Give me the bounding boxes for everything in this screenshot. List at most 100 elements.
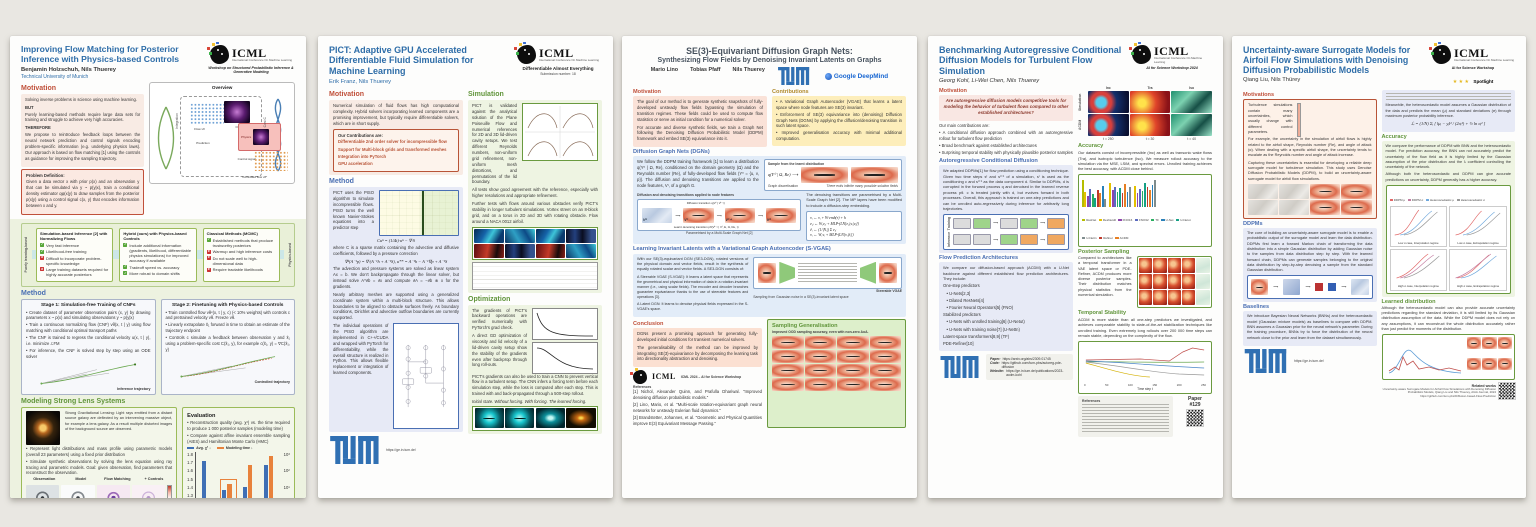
icml-logo: ICML International Conference On Machine … <box>206 41 295 80</box>
references-text-lines <box>1082 403 1169 434</box>
cdf-figure: DDPM μ DDPM σ Heteroscedastic μ Heterosceda… <box>1385 185 1511 294</box>
poster2-footer: https://ge.in.tum.de/ <box>329 436 463 465</box>
steerable-vgae-figure <box>753 256 902 289</box>
qr-code <box>1186 409 1204 428</box>
poster-card-flow-matching[interactable]: Improving Flow Matching for Posterior In… <box>10 36 306 498</box>
ddpm-chain-figure: ⟶ ⟶ ⟶ <box>1247 275 1373 300</box>
heteroscedastic-formula-panel: Meanwhile, the heteroscedastic model ass… <box>1381 90 1515 132</box>
tum-url: https://ge.in.tum.de/ <box>386 448 416 453</box>
observation-image <box>224 100 250 123</box>
obstacle-flow-images <box>472 226 598 260</box>
baselines-section: We introduce Bayesian Neural Networks (B… <box>1243 311 1377 347</box>
code-link: Code: https://github.com/tum-pbs/autoreg-… <box>990 361 1062 370</box>
forcing-result-images <box>472 405 598 431</box>
icml-head-icon <box>513 41 536 64</box>
poster-card-acdm[interactable]: Benchmarking Autoregressive Conditional … <box>928 36 1223 498</box>
architectures-section: We compare our diffusion-based approach … <box>939 262 1073 352</box>
controlled-flow-network-icon <box>254 150 289 171</box>
acdm-section: We adapted DDPMs[1] for flow prediction … <box>939 165 1073 254</box>
stability-line-chart: 0 50 100 150 200 250 Time step t <box>1078 340 1212 394</box>
icml-wordmark: ICML <box>231 45 267 60</box>
encoder-icon <box>779 261 796 284</box>
comparison-panel: Purely learning-based Simulation-based I… <box>21 222 295 288</box>
motivations-box: Turbulence simulations contain many unce… <box>1243 99 1377 219</box>
workshop-name: Workshop on Structured Probabilistic Inf… <box>208 66 294 75</box>
convergence-plot-1 <box>532 307 598 340</box>
poster-authors: Benjamin Holzschuh, Nils Thuerey <box>21 66 117 73</box>
optimization-panel: The gradients of PICT's backward operati… <box>468 304 602 434</box>
evaluation-section: Evaluation Reconstruction quality (avg. … <box>182 407 295 498</box>
decoder-icon <box>860 261 876 284</box>
tum-url: https://ge.in.tum.de/ <box>1294 359 1324 364</box>
physics-box: Physics <box>237 122 282 151</box>
icml-head-icon <box>1129 41 1151 64</box>
evaluation-bar-chart: 1.81.71.61.51.41.31.2 Flow Matching+ Con… <box>187 452 290 498</box>
posterior-samples-figure <box>1136 255 1212 308</box>
poster-affiliation: Technical University of Munich <box>21 73 89 80</box>
deepmind-circle-icon <box>824 72 832 80</box>
mp-formulas-box: vᵢ ← vᵢ + W·emb(r) + h eᵢⱼ ← Wₑeᵢⱼ + MLPᵉ… <box>806 211 902 242</box>
validation-plots-figure <box>522 103 598 162</box>
page-title: PICT: Adaptive GPU Accelerated Different… <box>329 45 474 76</box>
icml-logo: ICML International Conference On Machine … <box>513 41 602 85</box>
poster-card-ddpm-airfoil[interactable]: Uncertainty-aware Surrogate Models for A… <box>1232 36 1526 498</box>
section-heading-motivation: Motivation <box>329 91 364 99</box>
workshop-name: Differentiable Almost Everything <box>522 66 594 71</box>
vgae-section: With our SE(3)-equivariant DGN (SE3-DGN)… <box>633 253 906 317</box>
cdf-subplot-3: High α case, Interpolation regime <box>1389 249 1448 291</box>
simulation-panel: PICT is validated against the analytical… <box>468 100 602 293</box>
poster-card-pict[interactable]: PICT: Adaptive GPU Accelerated Different… <box>318 36 613 498</box>
poster-authors: Qiang Liu, Nils Thürey <box>1243 77 1301 84</box>
paper-badge: Paper #129 <box>1178 396 1212 437</box>
sample-field-1 <box>801 167 849 184</box>
icml-logo: ICML International Conference On Machine … <box>1428 41 1515 88</box>
sample-field-2 <box>851 167 899 184</box>
section-heading-optimization: Optimization <box>468 295 511 303</box>
poster4-right-column: Inc Tra Iso Simulation ACDM t = 250 t = … <box>1078 86 1212 437</box>
cdf-subplot-2: Low α case, Extrapolation regime <box>1449 206 1507 248</box>
cdf-subplot-4: High α case, Extrapolation regime <box>1449 249 1507 291</box>
conclusion-section: Conclusion DGNs present a promising appr… <box>630 319 762 428</box>
poster3-header: SE(3)-Equivariant Diffusion Graph Nets: … <box>633 46 906 85</box>
convergence-plot-2 <box>532 341 598 374</box>
uncertainty-contour-figure <box>1297 103 1302 138</box>
overview-figure: Overview Flow vθ Observation y Predictio… <box>149 81 295 215</box>
ood-sample-grid <box>772 335 901 391</box>
related-works: Related works Uncertainty-aware Surrogat… <box>1382 382 1516 401</box>
results-table <box>472 261 598 290</box>
poster-card-se3-dgn[interactable]: SE(3)-Equivariant Diffusion Graph Nets: … <box>622 36 917 498</box>
compare-box-hybrid: Hybrid (ours) with Physics-based Control… <box>119 227 197 283</box>
dataset-preview-grid: Inc Tra Iso Simulation ACDM t = 250 t = … <box>1078 86 1212 141</box>
poster4-header: Benchmarking Autoregressive Conditional … <box>939 41 1212 84</box>
tum-logo <box>330 436 379 465</box>
motivation-section: Motivation The goal of our method is to … <box>633 87 767 148</box>
icml-logo: ICML International Conference On Machine … <box>1129 41 1212 84</box>
spotlight-stars-icon: ★ ★ ★ <box>1452 79 1469 86</box>
poster4-left-column: Motivation Are autoregressive diffusion … <box>939 86 1073 437</box>
learned-distribution-figure <box>1381 334 1515 381</box>
cdf-subplot-1: Low α case, Interpolation regime <box>1389 206 1448 248</box>
acdm-diagram: Training ⟶ ⟶ Inference ⟶ ⟶ <box>943 213 1069 251</box>
airfoil-uncertainty-grid <box>1248 183 1372 215</box>
lens-galaxy-image <box>26 411 60 445</box>
icml-head-icon <box>630 368 647 385</box>
stage1-box: Stage 1: Simulation-free Training of CNF… <box>21 299 156 395</box>
contributions-box: Our Contributions are: Differentiable 2n… <box>333 128 459 173</box>
poster-authors: Erik Franz, Nils Thuerey <box>329 79 392 86</box>
problem-definition-box: Problem Definition: Given a data vector … <box>21 168 145 215</box>
lens-model-tile <box>61 484 95 498</box>
google-deepmind-logo: Google DeepMind <box>824 72 888 80</box>
poster1-header: Improving Flow Matching for Posterior In… <box>21 41 295 80</box>
website-link: Website: https://ge.in.tum.de/publication… <box>990 369 1064 378</box>
tum-logo <box>777 67 810 85</box>
method-panel: PICT uses the PISO algorithm to simulate… <box>329 187 463 433</box>
page-title: Benchmarking Autoregressive Conditional … <box>939 45 1122 76</box>
flow-network-icon <box>190 102 225 125</box>
section-heading-motivation: Motivation <box>21 84 56 92</box>
section-heading-dgn: Diffusion Graph Nets (DGNs) <box>633 149 710 156</box>
lens-flow-matching-tile <box>96 484 130 498</box>
section-heading-lens: Modeling Strong Lens Systems <box>21 398 126 405</box>
page-title: SE(3)-Equivariant Diffusion Graph Nets: <box>686 46 853 56</box>
section-heading-method: Method <box>329 178 354 186</box>
